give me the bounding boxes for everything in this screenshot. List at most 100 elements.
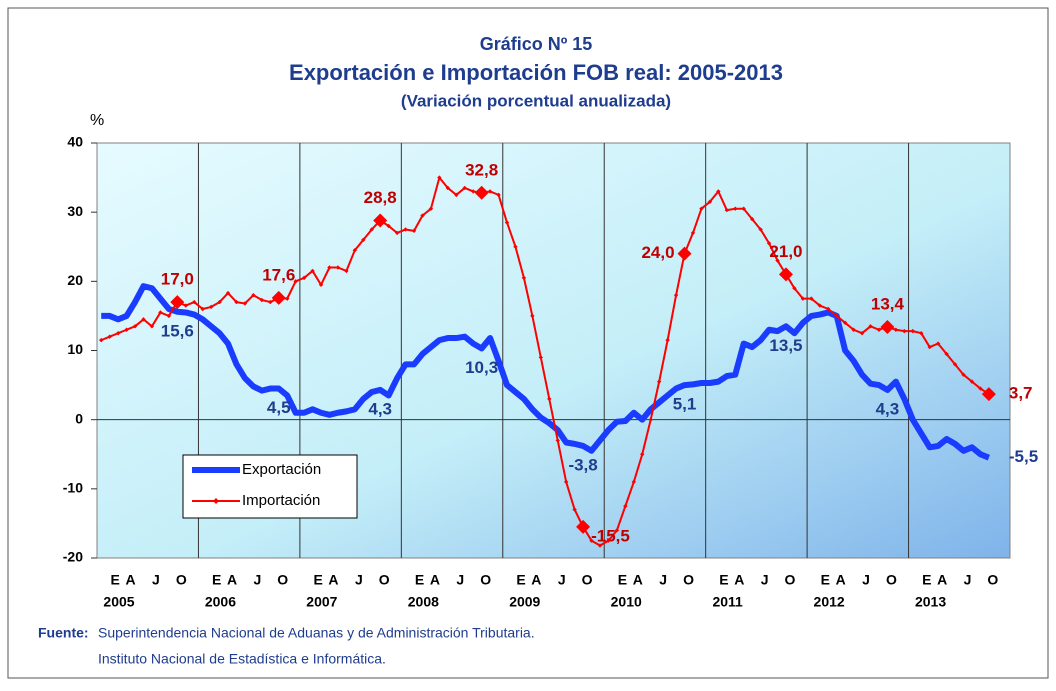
data-label: 13,5: [769, 336, 802, 355]
x-tick-label: O: [379, 572, 390, 588]
data-label: 5,1: [673, 395, 697, 414]
marker: [826, 306, 831, 312]
data-label: 24,0: [641, 243, 674, 262]
y-tick-label: -10: [63, 480, 83, 496]
marker: [141, 317, 146, 322]
y-tick-label: 30: [67, 203, 83, 219]
marker: [200, 306, 205, 312]
x-tick-label: A: [531, 572, 541, 588]
marker: [454, 192, 459, 198]
x-year-label: 2007: [306, 594, 337, 610]
data-label: 28,8: [364, 188, 397, 207]
marker: [555, 438, 560, 443]
marker: [690, 230, 696, 236]
marker: [589, 538, 594, 543]
marker-diamond: [576, 519, 591, 534]
marker: [251, 292, 256, 298]
marker: [521, 275, 527, 281]
x-tick-label: O: [480, 572, 491, 588]
x-tick-label: E: [618, 572, 627, 588]
x-tick-label: E: [719, 572, 728, 588]
marker: [530, 313, 535, 319]
marker: [716, 189, 721, 194]
x-tick-label: J: [355, 572, 363, 588]
marker: [851, 327, 856, 332]
marker-diamond: [373, 213, 388, 228]
data-label: 4,3: [876, 399, 900, 418]
marker: [859, 331, 865, 336]
marker: [318, 282, 324, 287]
series-line: [100, 176, 990, 547]
marker: [225, 290, 231, 296]
chart-subtitle: Exportación e Importación FOB real: 2005…: [289, 60, 783, 85]
x-tick-label: J: [558, 572, 566, 588]
source-line: Instituto Nacional de Estadística e Info…: [98, 651, 386, 667]
x-tick-label: A: [836, 572, 846, 588]
x-tick-label: O: [277, 572, 288, 588]
marker: [944, 351, 949, 357]
x-tick-label: O: [987, 572, 998, 588]
x-year-label: 2008: [408, 594, 439, 610]
marker: [910, 328, 915, 334]
x-tick-label: O: [582, 572, 593, 588]
marker: [487, 189, 493, 194]
source-line: Superintendencia Nacional de Aduanas y d…: [98, 625, 535, 641]
marker: [952, 362, 958, 367]
marker: [124, 327, 129, 332]
marker: [817, 303, 822, 308]
marker: [623, 503, 628, 509]
marker: [327, 265, 332, 270]
marker: [792, 286, 797, 291]
marker: [834, 313, 839, 319]
marker: [665, 337, 670, 343]
marker: [107, 334, 112, 339]
marker: [927, 344, 932, 350]
legend: [182, 454, 358, 519]
chart-title: Gráfico Nº 15: [480, 34, 593, 54]
marker: [428, 206, 434, 211]
data-label: 15,6: [161, 321, 194, 340]
marker: [809, 296, 814, 301]
marker: [470, 189, 476, 194]
data-label: 4,5: [267, 398, 291, 417]
marker: [132, 324, 138, 329]
x-tick-label: A: [328, 572, 338, 588]
marker: [758, 227, 763, 232]
marker: [496, 192, 501, 198]
marker-diamond: [271, 290, 286, 305]
marker: [640, 452, 645, 457]
marker: [301, 275, 307, 281]
marker: [166, 313, 172, 319]
y-tick-label: 40: [67, 134, 83, 150]
marker: [868, 324, 873, 329]
marker: [344, 268, 349, 274]
data-label: -5,5: [1009, 447, 1038, 466]
y-tick-label: 20: [67, 272, 83, 288]
x-tick-label: E: [212, 572, 221, 588]
marker: [259, 297, 265, 303]
legend-marker: [213, 498, 219, 504]
marker: [606, 538, 611, 543]
data-label: 10,3: [465, 358, 498, 377]
marker-diamond: [880, 319, 895, 334]
data-label: 13,4: [871, 294, 905, 313]
marker: [961, 372, 966, 377]
x-tick-label: E: [415, 572, 424, 588]
marker-diamond: [677, 246, 692, 261]
data-label: -15,5: [591, 526, 630, 545]
marker: [394, 230, 400, 236]
marker: [293, 279, 298, 284]
x-tick-label: J: [253, 572, 261, 588]
x-tick-label: J: [862, 572, 870, 588]
x-tick-label: J: [659, 572, 667, 588]
y-tick-label: 10: [67, 341, 83, 357]
marker: [310, 268, 315, 274]
marker: [893, 327, 899, 332]
x-tick-label: E: [922, 572, 931, 588]
marker: [369, 227, 374, 232]
data-label: -3,8: [568, 455, 597, 474]
marker: [208, 304, 214, 310]
x-year-label: 2009: [509, 594, 540, 610]
marker: [876, 327, 882, 332]
marker: [285, 296, 290, 301]
